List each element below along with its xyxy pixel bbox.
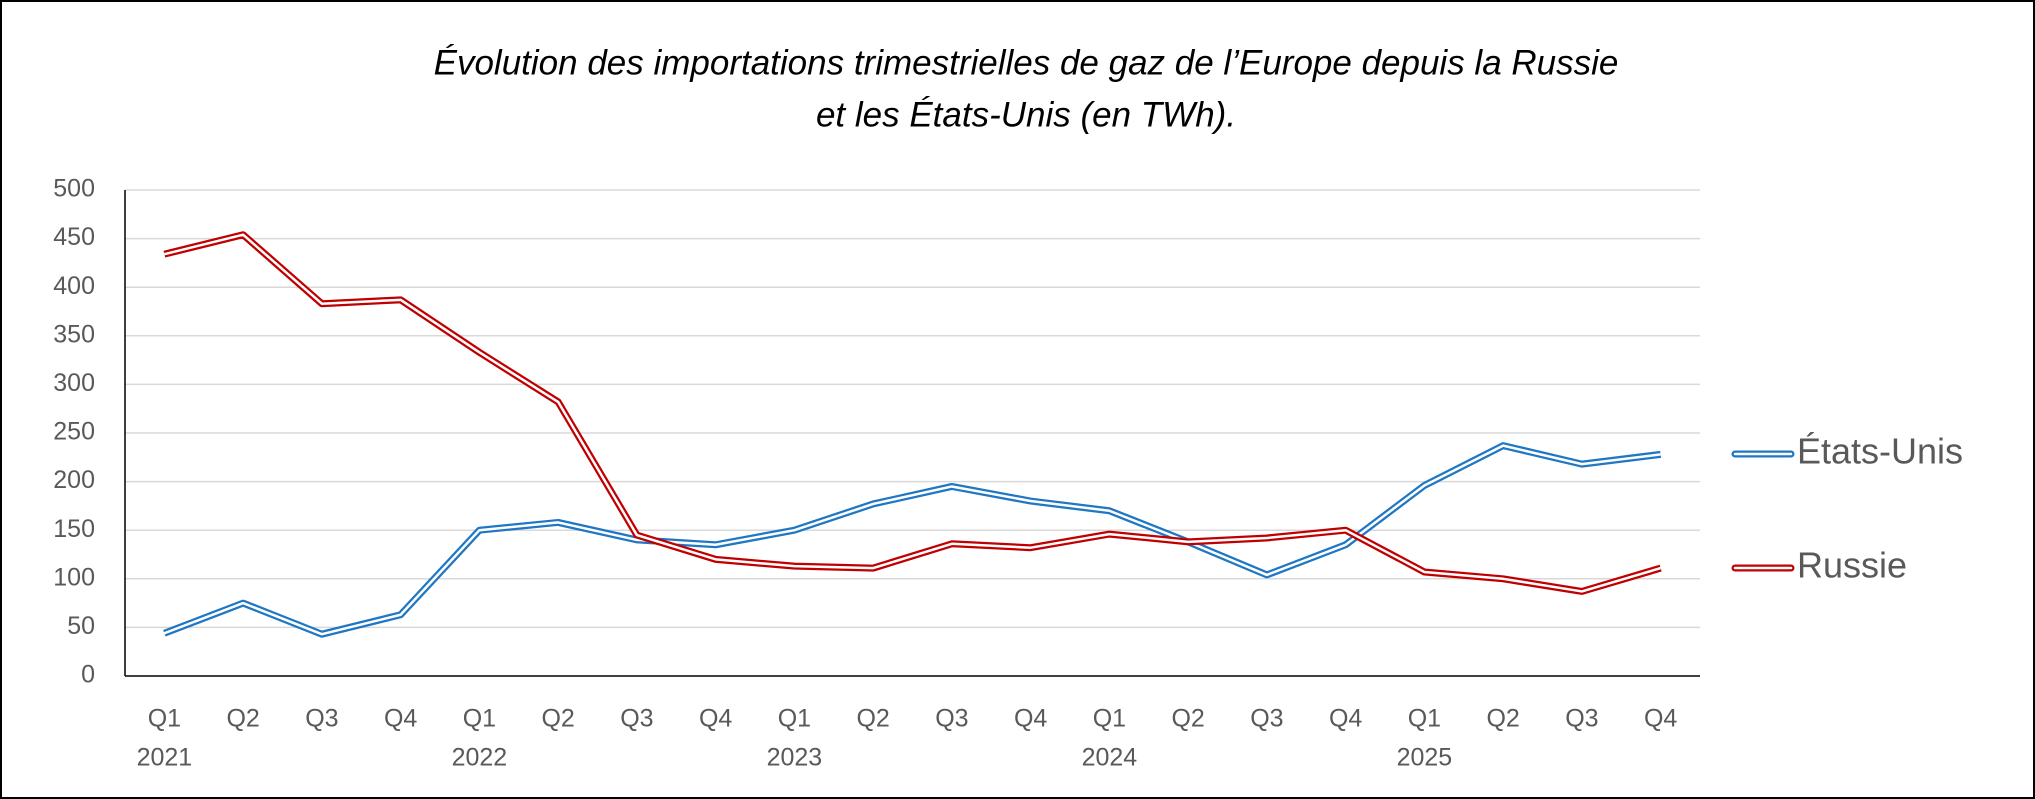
x-group-label: 2025	[1397, 744, 1453, 772]
chart-title: Évolution des importations trimestrielle…	[434, 43, 1619, 82]
x-tick-label: Q3	[1250, 705, 1283, 733]
x-tick-label: Q1	[778, 705, 811, 733]
x-tick-label: Q1	[1408, 705, 1441, 733]
series-line-inner	[164, 233, 1661, 593]
x-tick-label: Q2	[856, 705, 889, 733]
y-tick-label: 350	[53, 320, 95, 348]
x-tick-label: Q3	[620, 705, 653, 733]
x-tick-label: Q2	[541, 705, 574, 733]
x-tick-label: Q2	[1486, 705, 1519, 733]
y-tick-label: 300	[53, 369, 95, 397]
x-tick-label: Q3	[1565, 705, 1598, 733]
y-tick-label: 250	[53, 418, 95, 446]
y-tick-label: 200	[53, 466, 95, 494]
x-tick-label: Q4	[699, 705, 732, 733]
y-tick-label: 450	[53, 223, 95, 251]
x-group-label: 2022	[452, 744, 508, 772]
legend-label: États-Unis	[1797, 431, 1963, 472]
x-tick-label: Q1	[463, 705, 496, 733]
x-tick-label: Q4	[384, 705, 417, 733]
x-tick-label: Q3	[935, 705, 968, 733]
x-group-label: 2021	[137, 744, 193, 772]
y-tick-label: 500	[53, 175, 95, 203]
x-tick-label: Q1	[148, 705, 181, 733]
y-tick-label: 150	[53, 515, 95, 543]
y-tick-label: 0	[81, 661, 95, 689]
x-tick-label: Q3	[305, 705, 338, 733]
y-tick-label: 100	[53, 563, 95, 591]
x-tick-label: Q4	[1329, 705, 1362, 733]
x-tick-label: Q4	[1014, 705, 1047, 733]
x-tick-label: Q4	[1644, 705, 1677, 733]
x-group-label: 2024	[1082, 744, 1138, 772]
x-tick-label: Q2	[226, 705, 259, 733]
y-tick-label: 50	[67, 612, 95, 640]
x-tick-label: Q1	[1093, 705, 1126, 733]
y-tick-label: 400	[53, 272, 95, 300]
series-line-inner	[163, 444, 1661, 636]
x-tick-label: Q2	[1171, 705, 1204, 733]
chart-title: et les États-Unis (en TWh).	[816, 95, 1236, 134]
legend-label: Russie	[1797, 545, 1907, 586]
x-group-label: 2023	[767, 744, 823, 772]
